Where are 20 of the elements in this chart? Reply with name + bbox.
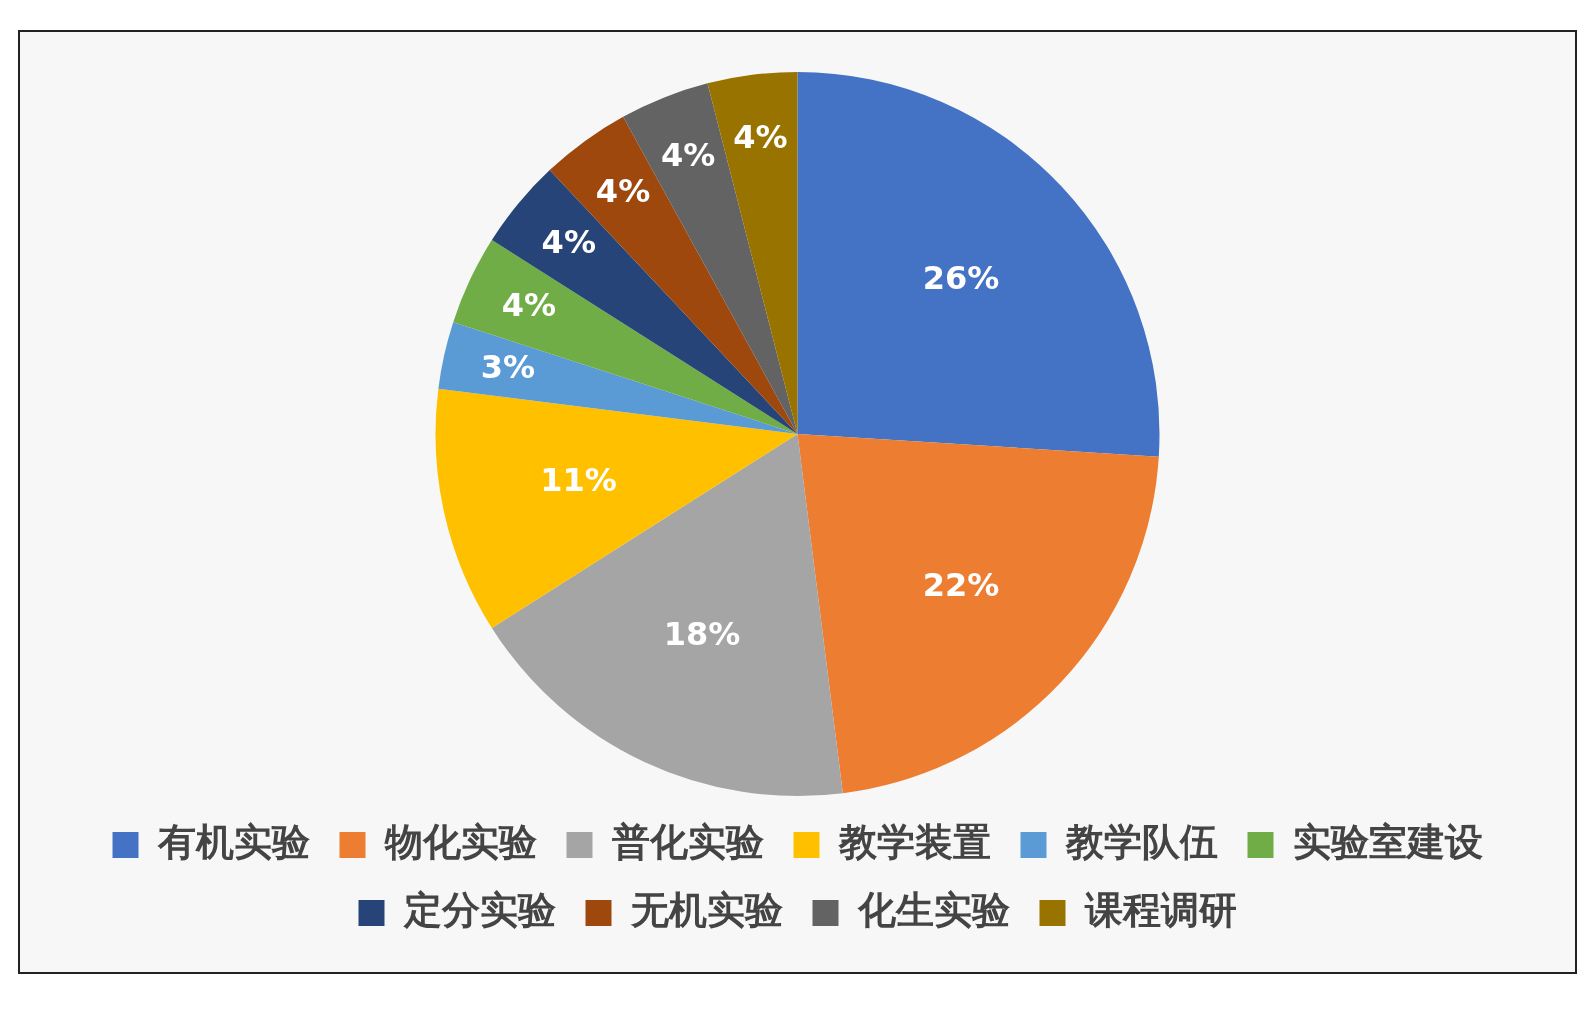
data-label: 26% [922, 258, 1000, 297]
legend-label: 化生实验 [856, 887, 1011, 932]
legend-label: 教学装置 [837, 819, 991, 864]
data-label: 3% [480, 347, 535, 386]
data-label: 22% [922, 565, 1000, 604]
data-label: 4% [733, 117, 788, 156]
data-label: 18% [663, 615, 741, 654]
legend-label: 课程调研 [1083, 887, 1237, 932]
data-label: 4% [661, 136, 716, 175]
data-label: 4% [595, 172, 651, 211]
legend-label: 无机实验 [629, 887, 784, 932]
legend-label: 有机实验 [156, 819, 311, 864]
legend-label: 普化实验 [611, 819, 765, 864]
data-label: 4% [501, 285, 557, 324]
legend-label: 实验室建设 [1292, 819, 1483, 864]
data-label: 11% [540, 461, 617, 500]
data-label: 4% [541, 223, 596, 262]
legend-label: 教学队伍 [1064, 819, 1218, 864]
legend-label: 物化实验 [383, 819, 538, 864]
legend-label: 定分实验 [402, 887, 557, 932]
